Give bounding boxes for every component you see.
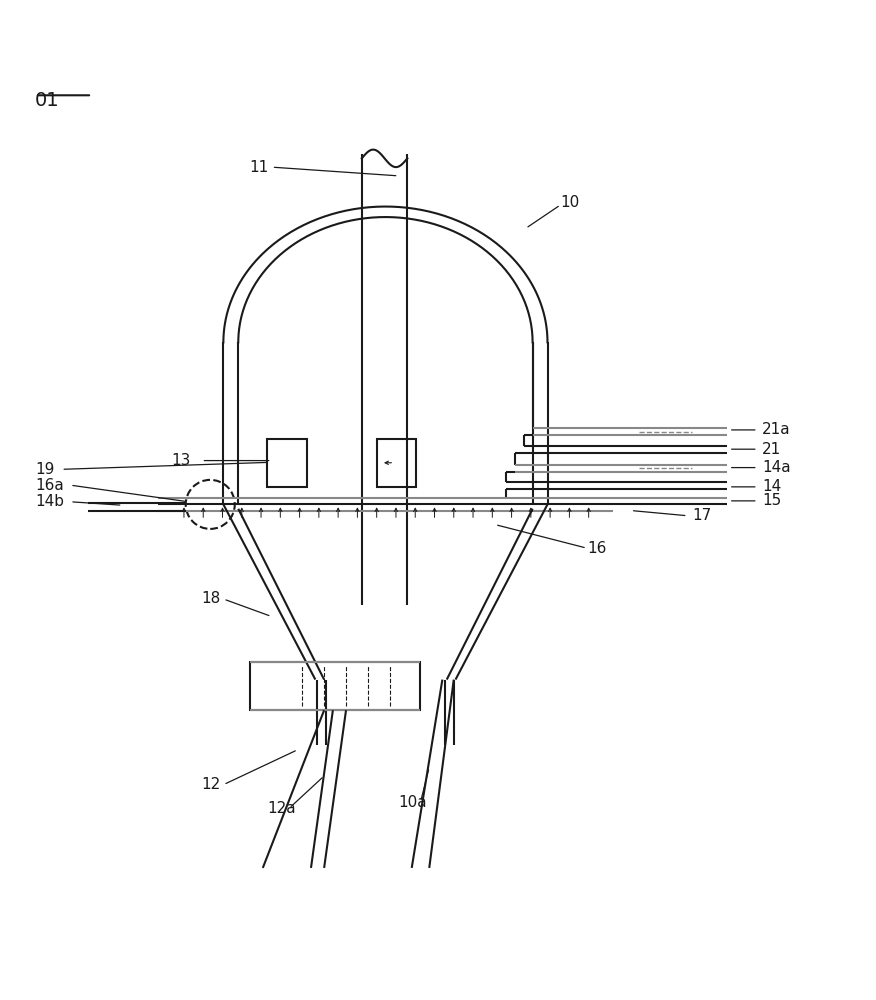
Text: 11: 11 bbox=[250, 160, 269, 175]
Text: 17: 17 bbox=[692, 508, 711, 523]
Bar bbox=[250, 662, 420, 710]
Text: 12a: 12a bbox=[267, 801, 296, 816]
Text: 14b: 14b bbox=[35, 494, 64, 509]
Text: 16: 16 bbox=[587, 541, 606, 556]
Text: 15: 15 bbox=[762, 493, 781, 508]
Text: 10: 10 bbox=[561, 195, 580, 210]
Text: 21a: 21a bbox=[762, 422, 791, 437]
Bar bbox=[267, 439, 307, 487]
Text: 01: 01 bbox=[35, 91, 60, 110]
Text: 16a: 16a bbox=[35, 478, 64, 493]
Text: 18: 18 bbox=[201, 591, 221, 606]
Text: 12: 12 bbox=[201, 777, 221, 792]
Text: 21: 21 bbox=[762, 442, 781, 457]
Text: 14: 14 bbox=[762, 479, 781, 494]
Text: 10a: 10a bbox=[399, 795, 427, 810]
Text: 19: 19 bbox=[35, 462, 54, 477]
Bar bbox=[377, 439, 416, 487]
Text: 14a: 14a bbox=[762, 460, 791, 475]
Text: 13: 13 bbox=[171, 453, 190, 468]
